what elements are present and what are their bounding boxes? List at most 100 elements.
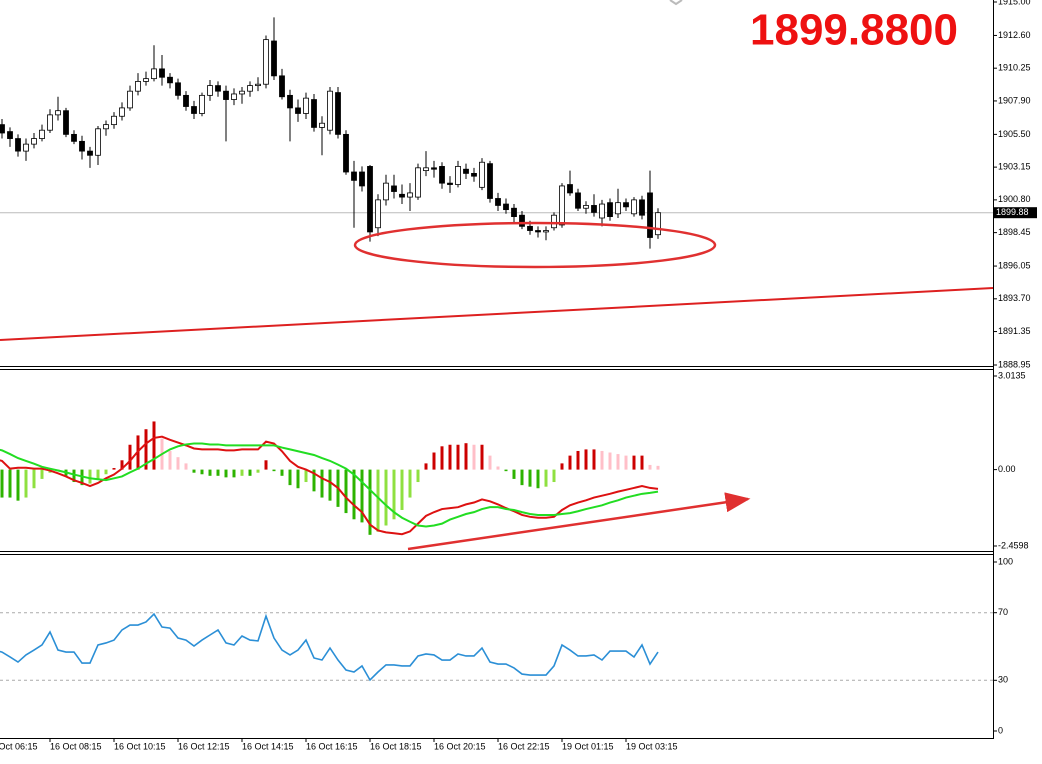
candle-body bbox=[287, 94, 293, 109]
histogram-bar bbox=[104, 469, 108, 475]
histogram-bar bbox=[568, 455, 572, 470]
x-tick-label: 16 Oct 12:15 bbox=[178, 741, 230, 751]
x-tick-label: 16 Oct 20:15 bbox=[434, 741, 486, 751]
histogram-bar bbox=[88, 469, 92, 484]
candle-body bbox=[487, 163, 493, 199]
candle-body bbox=[159, 68, 165, 78]
candle-body bbox=[519, 214, 525, 227]
histogram-bar bbox=[520, 469, 524, 486]
histogram-bar bbox=[416, 469, 420, 483]
histogram-bar bbox=[376, 469, 380, 532]
plot-area bbox=[0, 17, 993, 682]
histogram-bar bbox=[112, 468, 116, 470]
candle-body bbox=[319, 122, 325, 128]
histogram-bar bbox=[608, 452, 612, 470]
current-price-label: 1899.88 bbox=[996, 207, 1029, 217]
x-tick-label: 16 Oct 18:15 bbox=[370, 741, 422, 751]
candle-body bbox=[447, 182, 453, 185]
candle-body bbox=[119, 107, 125, 117]
candle-body bbox=[263, 39, 269, 85]
histogram-bar bbox=[528, 469, 532, 487]
candle-body bbox=[567, 184, 573, 194]
candle-body bbox=[527, 225, 533, 231]
histogram-bar bbox=[8, 469, 12, 498]
y-tick-label: 70 bbox=[998, 607, 1008, 617]
candle-body bbox=[615, 202, 621, 215]
candle-body bbox=[79, 140, 85, 152]
histogram-bar bbox=[632, 455, 636, 470]
y-tick-label: 1896.05 bbox=[998, 260, 1031, 270]
x-tick-label: 16 Oct 16:15 bbox=[306, 741, 358, 751]
scroll-marker bbox=[669, 0, 683, 6]
histogram-bar bbox=[216, 469, 220, 476]
candle-body bbox=[15, 138, 21, 152]
histogram-bar bbox=[456, 444, 460, 470]
y-tick-label: 1891.35 bbox=[998, 326, 1031, 336]
histogram-bar bbox=[560, 463, 564, 470]
candle-body bbox=[431, 167, 437, 170]
indicator-line bbox=[0, 435, 659, 536]
histogram-bar bbox=[424, 463, 428, 470]
histogram-bar bbox=[24, 469, 28, 498]
current-price-tag bbox=[994, 207, 1037, 219]
candle-body bbox=[623, 202, 629, 208]
candle-body bbox=[575, 192, 581, 209]
x-tick-label: 16 Oct 14:15 bbox=[242, 741, 294, 751]
candle-body bbox=[639, 199, 645, 216]
candle-body bbox=[391, 185, 397, 192]
candle-body bbox=[503, 203, 509, 211]
x-tick-label: 16 Oct 08:15 bbox=[50, 741, 102, 751]
candle-body bbox=[463, 168, 469, 174]
candle-body bbox=[31, 138, 37, 145]
candle-body bbox=[87, 150, 93, 156]
x-tick-label: 16 Oct 22:15 bbox=[498, 741, 550, 751]
candle-body bbox=[0, 124, 5, 134]
candle-body bbox=[23, 143, 29, 152]
histogram-bar bbox=[544, 469, 548, 487]
histogram-bar bbox=[504, 469, 508, 472]
candle-body bbox=[271, 40, 277, 77]
histogram-bar bbox=[264, 460, 268, 470]
histogram-bar bbox=[16, 469, 20, 501]
histogram-bar bbox=[464, 443, 468, 470]
histogram-bar bbox=[256, 469, 260, 473]
candle-body bbox=[239, 90, 245, 95]
histogram-bar bbox=[0, 469, 4, 498]
price-display: 1899.8800 bbox=[750, 6, 958, 55]
histogram-bar bbox=[232, 469, 236, 478]
histogram-bar bbox=[288, 469, 292, 486]
candle-body bbox=[359, 171, 365, 187]
histogram-bar bbox=[248, 469, 252, 476]
y-tick-label: 1910.25 bbox=[998, 63, 1031, 73]
histogram-bar bbox=[152, 421, 156, 470]
candle-body bbox=[551, 214, 557, 229]
histogram-bar bbox=[176, 457, 180, 470]
candle-body bbox=[479, 161, 485, 188]
candle-body bbox=[311, 99, 317, 128]
histogram-bar bbox=[448, 444, 452, 470]
histogram-bar bbox=[200, 469, 204, 475]
candle-body bbox=[343, 133, 349, 173]
histogram-bar bbox=[32, 469, 36, 489]
histogram-bar bbox=[440, 446, 444, 470]
y-tick-label: 1900.80 bbox=[998, 194, 1031, 204]
histogram-bar bbox=[584, 449, 588, 470]
candle-body bbox=[367, 166, 373, 233]
histogram-bar bbox=[400, 469, 404, 510]
histogram-bar bbox=[192, 469, 196, 473]
histogram-bar bbox=[272, 469, 276, 472]
trend-arrow bbox=[407, 492, 751, 551]
histogram-bar bbox=[168, 450, 172, 470]
candle-body bbox=[191, 106, 197, 114]
histogram-bar bbox=[408, 469, 412, 498]
y-tick-label: 1888.95 bbox=[998, 359, 1031, 369]
histogram-bar bbox=[488, 455, 492, 470]
oscillator-line bbox=[0, 612, 659, 682]
candle-body bbox=[47, 114, 53, 131]
histogram-bar bbox=[224, 469, 228, 478]
histogram-bar bbox=[72, 469, 76, 483]
histogram-bar bbox=[96, 469, 100, 479]
candle-body bbox=[151, 68, 157, 80]
x-tick-label: 19 Oct 01:15 bbox=[562, 741, 614, 751]
